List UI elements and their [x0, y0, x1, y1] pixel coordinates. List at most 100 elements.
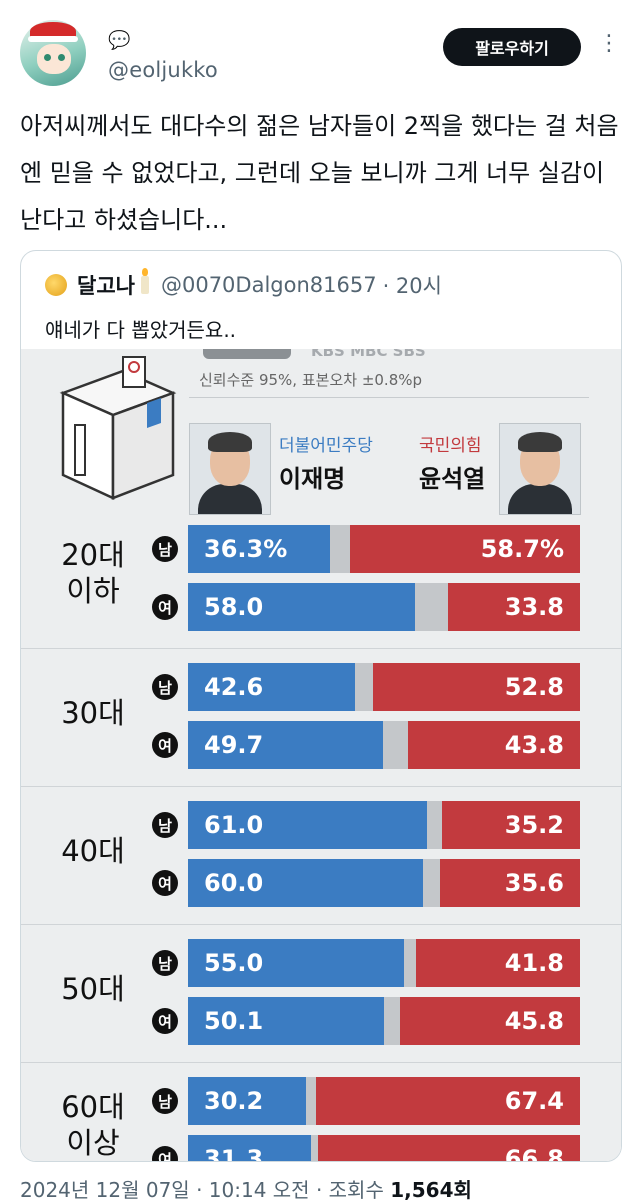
- author-handle[interactable]: @eoljukko: [108, 58, 218, 82]
- follow-button[interactable]: 팔로우하기: [443, 28, 581, 66]
- male-badge: 남: [152, 674, 178, 700]
- female-badge: 여: [152, 870, 178, 896]
- group-divider: [21, 924, 621, 925]
- yoon-value-label: 52.8: [504, 673, 564, 701]
- speech-bubble-icon: 💬: [108, 30, 131, 51]
- candidate-photo-yoon: [499, 423, 581, 515]
- other-bar-segment: [330, 525, 350, 573]
- male-badge: 남: [152, 950, 178, 976]
- yoon-value-label: 67.4: [504, 1087, 564, 1115]
- yoon-bar-segment: [442, 801, 580, 849]
- lee-value-label: 49.7: [204, 731, 264, 759]
- age-group-line1: 30대: [61, 696, 125, 730]
- photo-suit: [198, 484, 262, 514]
- male-badge: 남: [152, 1088, 178, 1114]
- age-group-label: 40대: [53, 833, 133, 869]
- candidate-name-right: 윤석열: [419, 465, 486, 493]
- tweet-text: 아저씨께서도 대다수의 젊은 남자들이 2찍을 했다는 걸 처음엔 믿을 수 없…: [20, 112, 619, 234]
- lee-value-label: 42.6: [204, 673, 264, 701]
- result-bar[interactable]: 50.1 45.8: [188, 997, 580, 1045]
- yoon-bar-segment: [440, 859, 580, 907]
- confidence-note: 신뢰수준 95%, 표본오차 ±0.8%p: [199, 371, 423, 389]
- clipped-header-text: KBS MBC SBS: [311, 349, 426, 360]
- tweet-timestamp[interactable]: 2024년 12월 07일 · 10:14 오전: [20, 1178, 310, 1202]
- lee-bar-segment: [188, 859, 424, 907]
- poll-graphic[interactable]: KBS MBC SBS 신뢰수준 95%, 표본오차 ±0.8%p 더불어민주당…: [21, 349, 621, 1161]
- result-bar[interactable]: 30.2 67.4: [188, 1077, 580, 1125]
- quoted-tweet[interactable]: 달고나 @0070Dalgon81657 · 20시 얘네가 다 뽑았거든요..…: [20, 250, 622, 1162]
- other-bar-segment: [306, 1077, 316, 1125]
- lee-value-label: 55.0: [204, 949, 264, 977]
- yoon-value-label: 35.6: [504, 869, 564, 897]
- lee-value-label: 60.0: [204, 869, 264, 897]
- yoon-bar-segment: [373, 663, 580, 711]
- santa-hat: [30, 22, 76, 40]
- yoon-bar-segment: [416, 939, 580, 987]
- group-divider: [21, 786, 621, 787]
- other-bar-segment: [382, 721, 409, 769]
- other-bar-segment: [427, 801, 442, 849]
- lee-value-label: 31.3: [204, 1145, 264, 1161]
- lee-bar-segment: [188, 721, 383, 769]
- age-group-label: 30대: [53, 695, 133, 731]
- photo-hair: [208, 432, 252, 452]
- age-group-line1: 20대: [61, 538, 125, 572]
- lee-bar-segment: [188, 583, 416, 631]
- lee-bar-segment: [188, 939, 404, 987]
- yoon-value-label: 66.8: [504, 1145, 564, 1161]
- male-badge: 남: [152, 536, 178, 562]
- views-label: · 조회수: [315, 1178, 384, 1202]
- quoted-tweet-time[interactable]: · 20시: [382, 274, 442, 298]
- tweet-meta: 2024년 12월 07일 · 10:14 오전 · 조회수 1,564회: [20, 1174, 472, 1203]
- yoon-bar-segment: [349, 525, 580, 573]
- result-bar[interactable]: 49.7 43.8: [188, 721, 580, 769]
- lee-bar-segment: [188, 801, 428, 849]
- result-bar[interactable]: 42.6 52.8: [188, 663, 580, 711]
- result-bar[interactable]: 60.0 35.6: [188, 859, 580, 907]
- female-badge: 여: [152, 1008, 178, 1034]
- yoon-bar-segment: [408, 721, 580, 769]
- lee-bar-segment: [188, 663, 355, 711]
- candidate-photo-lee: [189, 423, 271, 515]
- clipped-header-badge: [203, 349, 291, 359]
- lee-value-label: 50.1: [204, 1007, 264, 1035]
- other-bar-segment: [354, 663, 374, 711]
- lee-value-label: 30.2: [204, 1087, 264, 1115]
- other-bar-segment: [423, 859, 441, 907]
- age-group-line1: 50대: [61, 972, 125, 1006]
- candidate-name-left: 이재명: [279, 465, 346, 493]
- result-bar[interactable]: 55.0 41.8: [188, 939, 580, 987]
- other-bar-segment: [384, 997, 401, 1045]
- quoted-author-name[interactable]: 달고나: [77, 274, 135, 298]
- male-badge: 남: [152, 812, 178, 838]
- age-group-line1: 60대: [61, 1090, 125, 1124]
- age-group-label: 50대: [53, 971, 133, 1007]
- lee-bar-segment: [188, 997, 385, 1045]
- quoted-author-avatar[interactable]: [45, 274, 67, 296]
- yoon-value-label: 58.7%: [480, 535, 564, 563]
- yoon-bar-segment: [315, 1077, 580, 1125]
- quoted-tweet-text: 얘네가 다 뽑았거든요..: [45, 318, 237, 342]
- quoted-author-handle[interactable]: @0070Dalgon81657: [160, 273, 377, 297]
- yoon-value-label: 43.8: [504, 731, 564, 759]
- lee-bar-segment: [188, 525, 331, 573]
- avatar-eye-right: [58, 54, 65, 61]
- other-bar-segment: [310, 1135, 319, 1161]
- yoon-bar-segment: [400, 997, 580, 1045]
- author-avatar[interactable]: [20, 20, 86, 86]
- quoted-tweet-header: 달고나 @0070Dalgon81657 · 20시: [45, 268, 442, 299]
- yoon-value-label: 35.2: [504, 811, 564, 839]
- views-count: 1,564회: [390, 1178, 472, 1202]
- result-bar[interactable]: 36.3% 58.7%: [188, 525, 580, 573]
- result-bar[interactable]: 61.0 35.2: [188, 801, 580, 849]
- lee-bar-segment: [188, 1077, 307, 1125]
- result-bar[interactable]: 58.0 33.8: [188, 583, 580, 631]
- group-divider: [21, 1062, 621, 1063]
- party-label-left: 더불어민주당: [279, 436, 373, 456]
- other-bar-segment: [403, 939, 417, 987]
- yoon-value-label: 33.8: [504, 593, 564, 621]
- result-bar[interactable]: 31.3 66.8: [188, 1135, 580, 1161]
- more-options-icon[interactable]: ⋮: [598, 31, 620, 56]
- lee-value-label: 58.0: [204, 593, 264, 621]
- group-divider: [21, 648, 621, 649]
